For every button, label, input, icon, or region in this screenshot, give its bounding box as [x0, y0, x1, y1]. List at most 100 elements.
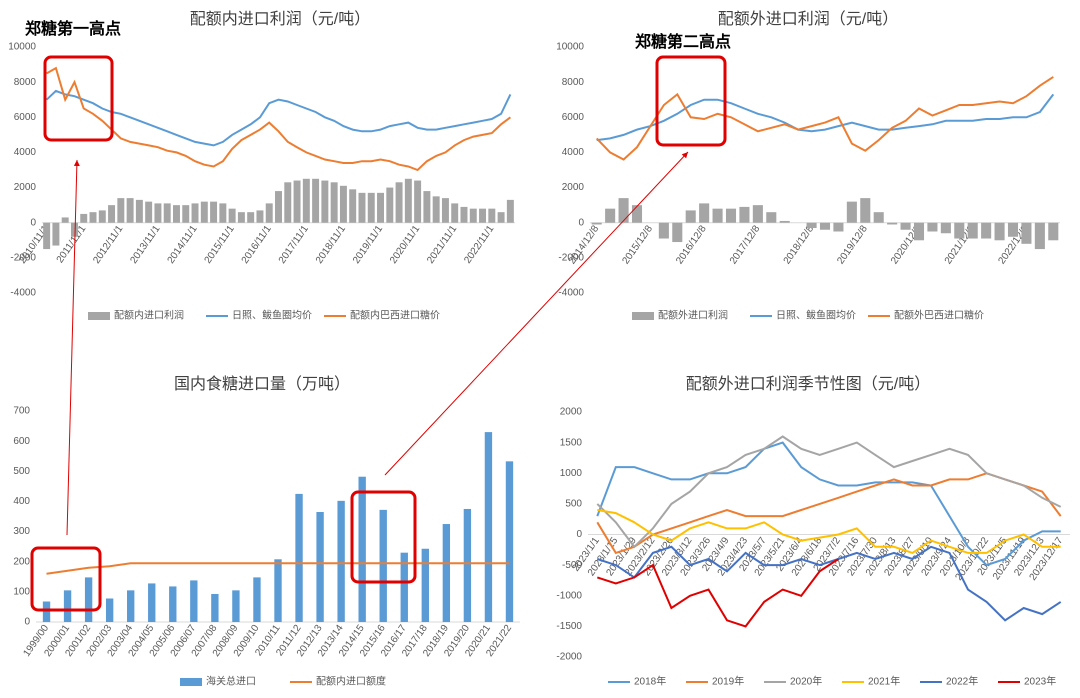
y-tick-label: -4000: [558, 288, 584, 299]
bar: [173, 205, 180, 223]
y-tick-label: -500: [562, 560, 582, 571]
y-tick-label: 6000: [14, 112, 37, 123]
bar: [63, 590, 72, 622]
bar: [316, 511, 324, 622]
y-tick-label: 300: [13, 526, 30, 537]
bar: [358, 192, 366, 223]
bar: [414, 180, 422, 223]
bar: [819, 222, 831, 230]
bar: [432, 196, 440, 223]
bar: [631, 205, 643, 223]
bar: [42, 601, 51, 622]
bar: [228, 208, 236, 223]
bar: [900, 222, 911, 230]
chart-title: 配额外进口利润季节性图（元/吨）: [686, 375, 930, 393]
x-tick-label: 2015/12/8: [621, 223, 656, 266]
y-tick-label: 100: [13, 586, 30, 597]
x-tick-label: 2014/12/8: [567, 223, 602, 266]
legend-label: 配额外进口利润: [658, 309, 728, 322]
bar: [256, 210, 264, 223]
x-tick-label: 2021/11/1: [425, 223, 459, 266]
bar: [672, 222, 683, 243]
bar: [253, 577, 261, 622]
bar: [725, 208, 737, 223]
bar: [379, 509, 387, 622]
line: [596, 545, 1062, 622]
bar: [479, 208, 487, 223]
x-tick-label: 2022/11/1: [462, 223, 496, 266]
x-tick-label: 2013/11/1: [128, 223, 162, 266]
bar: [148, 583, 156, 622]
bar: [484, 432, 493, 622]
bar: [169, 586, 177, 622]
bar: [423, 191, 431, 223]
bar: [605, 208, 616, 223]
bar: [779, 220, 790, 223]
y-tick-label: 8000: [562, 77, 585, 88]
bar: [860, 198, 871, 223]
legend-label: 配额内进口利润: [114, 309, 184, 322]
legend-label: 2023年: [1024, 675, 1056, 688]
line: [46, 66, 512, 172]
x-tick-label: 2017/12/8: [728, 223, 763, 266]
line: [596, 472, 1062, 555]
x-tick-label: 2019/11/1: [351, 223, 385, 266]
legend-label: 2018年: [634, 675, 666, 688]
bar: [182, 205, 190, 223]
y-tick-label: -2000: [10, 252, 36, 263]
y-tick-label: 4000: [562, 147, 585, 158]
bar: [349, 189, 357, 223]
bar: [699, 203, 710, 223]
bar: [80, 213, 88, 223]
y-tick-label: 500: [13, 466, 30, 477]
bar: [591, 222, 602, 225]
bar: [295, 493, 303, 622]
bar: [284, 182, 292, 223]
bar: [302, 178, 310, 223]
bar: [237, 212, 245, 223]
y-tick-label: 2000: [14, 182, 37, 193]
y-tick-label: 1500: [560, 437, 583, 448]
highlight-box: [350, 490, 417, 584]
arrow: [66, 159, 80, 536]
bar: [70, 222, 78, 237]
arrow: [384, 151, 689, 476]
y-tick-label: 4000: [14, 147, 37, 158]
legend-label: 配额外巴西进口糖价: [894, 309, 984, 322]
bar: [685, 210, 696, 223]
bar: [441, 198, 449, 223]
bar: [913, 222, 925, 241]
bar: [154, 203, 162, 223]
y-tick-label: -2000: [556, 652, 582, 663]
bar: [506, 199, 514, 223]
bar: [135, 199, 143, 223]
bar: [488, 208, 496, 223]
bar: [927, 222, 938, 232]
y-tick-label: 2000: [562, 182, 585, 193]
y-tick-label: -1500: [556, 621, 582, 632]
line: [45, 89, 512, 147]
line: [597, 509, 1061, 555]
bar: [312, 178, 320, 223]
line: [595, 76, 1054, 161]
y-tick-label: 10000: [556, 42, 584, 53]
bar: [52, 222, 60, 246]
bar: [451, 203, 459, 223]
bar: [163, 203, 171, 223]
x-tick-label: 2017/11/1: [277, 223, 311, 266]
legend-label: 日照、鲅鱼圈均价: [232, 309, 312, 322]
legend-swatch: [632, 312, 654, 320]
legend-label: 2021年: [868, 675, 900, 688]
legend-swatch: [180, 678, 202, 686]
bar: [994, 222, 1005, 241]
bar: [210, 201, 218, 223]
line: [46, 562, 510, 575]
legend-label: 2022年: [946, 675, 978, 688]
bar: [404, 178, 412, 223]
bar: [191, 203, 199, 223]
y-tick-label: 700: [13, 406, 30, 417]
bar: [766, 212, 777, 223]
y-tick-label: 0: [576, 529, 582, 540]
bar: [846, 201, 857, 223]
bar: [108, 205, 116, 223]
